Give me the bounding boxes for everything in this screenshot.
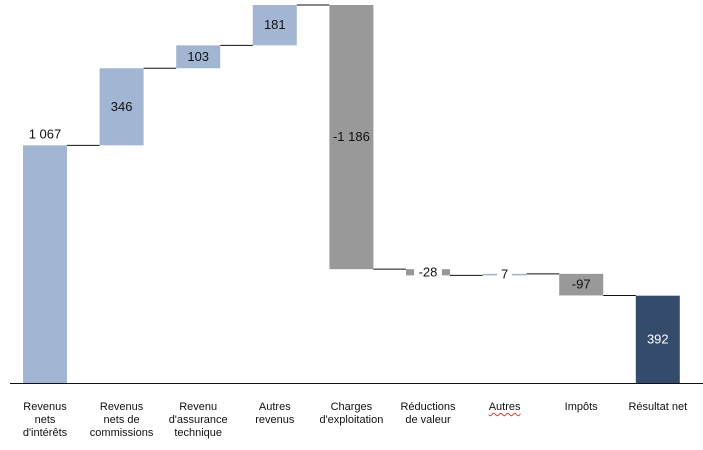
value-label: 7 <box>501 267 508 282</box>
bar <box>635 295 680 383</box>
category-label: Impôts <box>564 401 598 413</box>
category-label: Réductions de valeur <box>400 401 456 426</box>
connector-lines <box>67 4 636 296</box>
bar <box>99 68 144 146</box>
category-label: Revenus nets d'intérêts <box>22 401 68 439</box>
bar <box>252 5 297 46</box>
value-label: 181 <box>264 17 286 32</box>
value-label: -1 186 <box>333 129 370 144</box>
bar <box>23 145 67 383</box>
bar <box>559 273 604 296</box>
value-label: 346 <box>111 99 133 114</box>
bar <box>329 5 374 270</box>
category-label: Résultat net <box>628 401 688 413</box>
value-label: 1 067 <box>29 126 62 141</box>
bars <box>23 5 680 383</box>
value-label-bg <box>414 266 442 280</box>
value-label: -97 <box>572 277 591 292</box>
value-label: 392 <box>647 331 669 346</box>
value-label: 103 <box>187 49 209 64</box>
category-label: Autres revenus <box>255 401 295 426</box>
category-label: Autres <box>488 401 521 413</box>
category-label: Charges d'exploitation <box>319 401 384 426</box>
value-label: -28 <box>419 264 438 279</box>
category-label: Revenu d'assurance technique <box>168 401 228 439</box>
value-label-bg <box>497 268 512 282</box>
bar <box>176 45 221 69</box>
category-label: Revenus nets de commissions <box>89 401 154 439</box>
value-labels: 1 067 346 103 181 -1 186 -28 7 -97 392 <box>29 17 669 346</box>
